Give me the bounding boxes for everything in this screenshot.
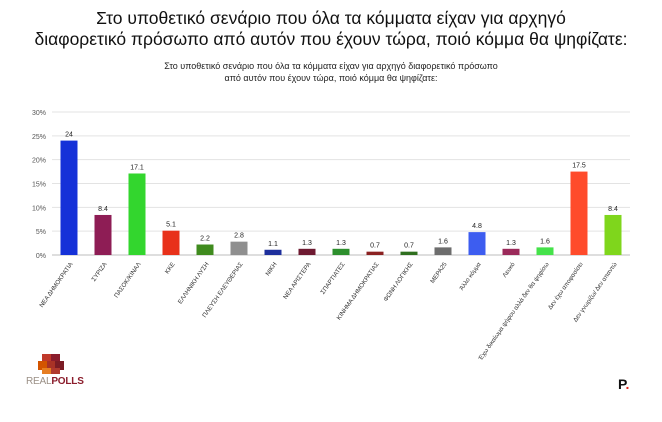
y-tick-label: 20% [32,158,46,165]
x-tick-label: ΠΑΣΟΚ/ΚΙΝΑΛ [113,260,143,299]
y-tick-label: 0% [36,253,46,260]
realpolls-logo-text: REALPOLLS [26,376,84,387]
x-axis-labels: ΝΕΑ ΔΗΜΟΚΡΑΤΙΑ ΣΥΡΙΖΑ ΠΑΣΟΚ/ΚΙΝΑΛ ΚΚΕ ΕΛΛΗΝΙ… [38,260,618,362]
value-label: 24 [65,132,73,139]
realpolls-logo-part1: REAL [26,376,52,387]
x-tick-label: ΠΛΕΥΣΗ ΕΛΕΥΘΕΡΙΑΣ [201,261,245,319]
bar [332,248,350,255]
y-tick-label: 5% [36,229,46,236]
x-tick-label: ΣΠΑΡΤΙΑΤΕΣ [319,261,346,296]
value-label: 1.6 [438,238,448,245]
x-tick-label: ΦΩΝΗ ΛΟΓΙΚΗΣ [382,261,414,303]
value-labels: 24 8.4 17.1 5.1 2.2 2.8 1.1 1.3 1.3 0.7 0.7 1.6 4.8 1… [65,132,618,250]
y-tick-label: 25% [32,134,46,141]
realpolls-logo-icon [38,354,64,374]
bar [162,230,180,255]
x-tick-label: ΝΕΑ ΔΗΜΟΚΡΑΤΙΑ [38,260,75,308]
chart-subtitle: Στο υποθετικό σενάριο που όλα τα κόμματα… [0,60,662,84]
bar [400,251,418,255]
bar [264,249,282,255]
chart-headline-line2: διαφορετικό πρόσωπο από αυτόν που έχουν … [34,29,628,49]
value-label: 0.7 [404,243,414,250]
y-tick-label: 30% [32,110,46,117]
value-label: 5.1 [166,222,176,229]
x-tick-label: Άλλο κόμμα [458,261,483,292]
bar [570,171,588,255]
chart-headline: Στο υποθετικό σενάριο που όλα τα κόμματα… [0,8,662,50]
value-label: 17.5 [572,163,586,170]
bar [230,241,248,255]
x-tick-label: ΝΙΚΗ [264,261,278,277]
value-label: 4.8 [472,223,482,230]
bar [128,173,146,255]
chart-subtitle-line2: από αυτόν που έχουν τώρα, ποιό κόμμα θα … [224,73,438,83]
y-tick-label: 15% [32,182,46,189]
x-tick-label: ΜΕΡΑ25 [429,261,449,285]
y-tick-label: 10% [32,205,46,212]
bar [60,140,78,255]
bar [298,248,316,255]
value-label: 1.6 [540,238,550,245]
bar [434,247,452,255]
publisher-logo-dot: . [625,376,630,392]
x-tick-label: ΕΛΛΗΝΙΚΗ ΛΥΣΗ [177,261,211,305]
publisher-logo-letter: P [618,376,626,392]
x-tick-label: Δεν έχω αποφασίσει [547,261,585,311]
value-label: 1.1 [268,241,278,248]
bar [604,214,622,255]
value-label: 1.3 [336,240,346,247]
x-tick-label: ΝΕΑ ΑΡΙΣΤΕΡΑ [282,260,313,300]
x-tick-label: Έχω δικαίωμα ψήφου αλλά δεν θα ψηφίσω [477,261,551,363]
chart-bars [60,140,622,255]
bar [468,232,486,255]
bar [536,247,554,255]
bar [366,251,384,255]
value-label: 2.8 [234,233,244,240]
realpolls-logo-part2: POLLS [51,376,84,387]
value-label: 8.4 [98,206,108,213]
value-label: 1.3 [302,240,312,247]
value-label: 0.7 [370,243,380,250]
value-label: 8.4 [608,206,618,213]
bar [94,214,112,255]
publisher-logo: P. [618,376,629,392]
chart-headline-line1: Στο υποθετικό σενάριο που όλα τα κόμματα… [96,8,566,28]
chart-subtitle-line1: Στο υποθετικό σενάριο που όλα τα κόμματα… [164,61,498,71]
y-axis: 0% 5% 10% 15% 20% 25% 30% [32,110,46,260]
value-label: 1.3 [506,240,516,247]
value-label: 17.1 [130,164,144,171]
x-tick-label: ΣΥΡΙΖΑ [90,260,109,283]
value-label: 2.2 [200,236,210,243]
x-tick-label: ΚΚΕ [164,261,177,275]
x-tick-label: Λευκό [501,261,517,279]
bar [502,248,520,255]
bar [196,244,214,255]
